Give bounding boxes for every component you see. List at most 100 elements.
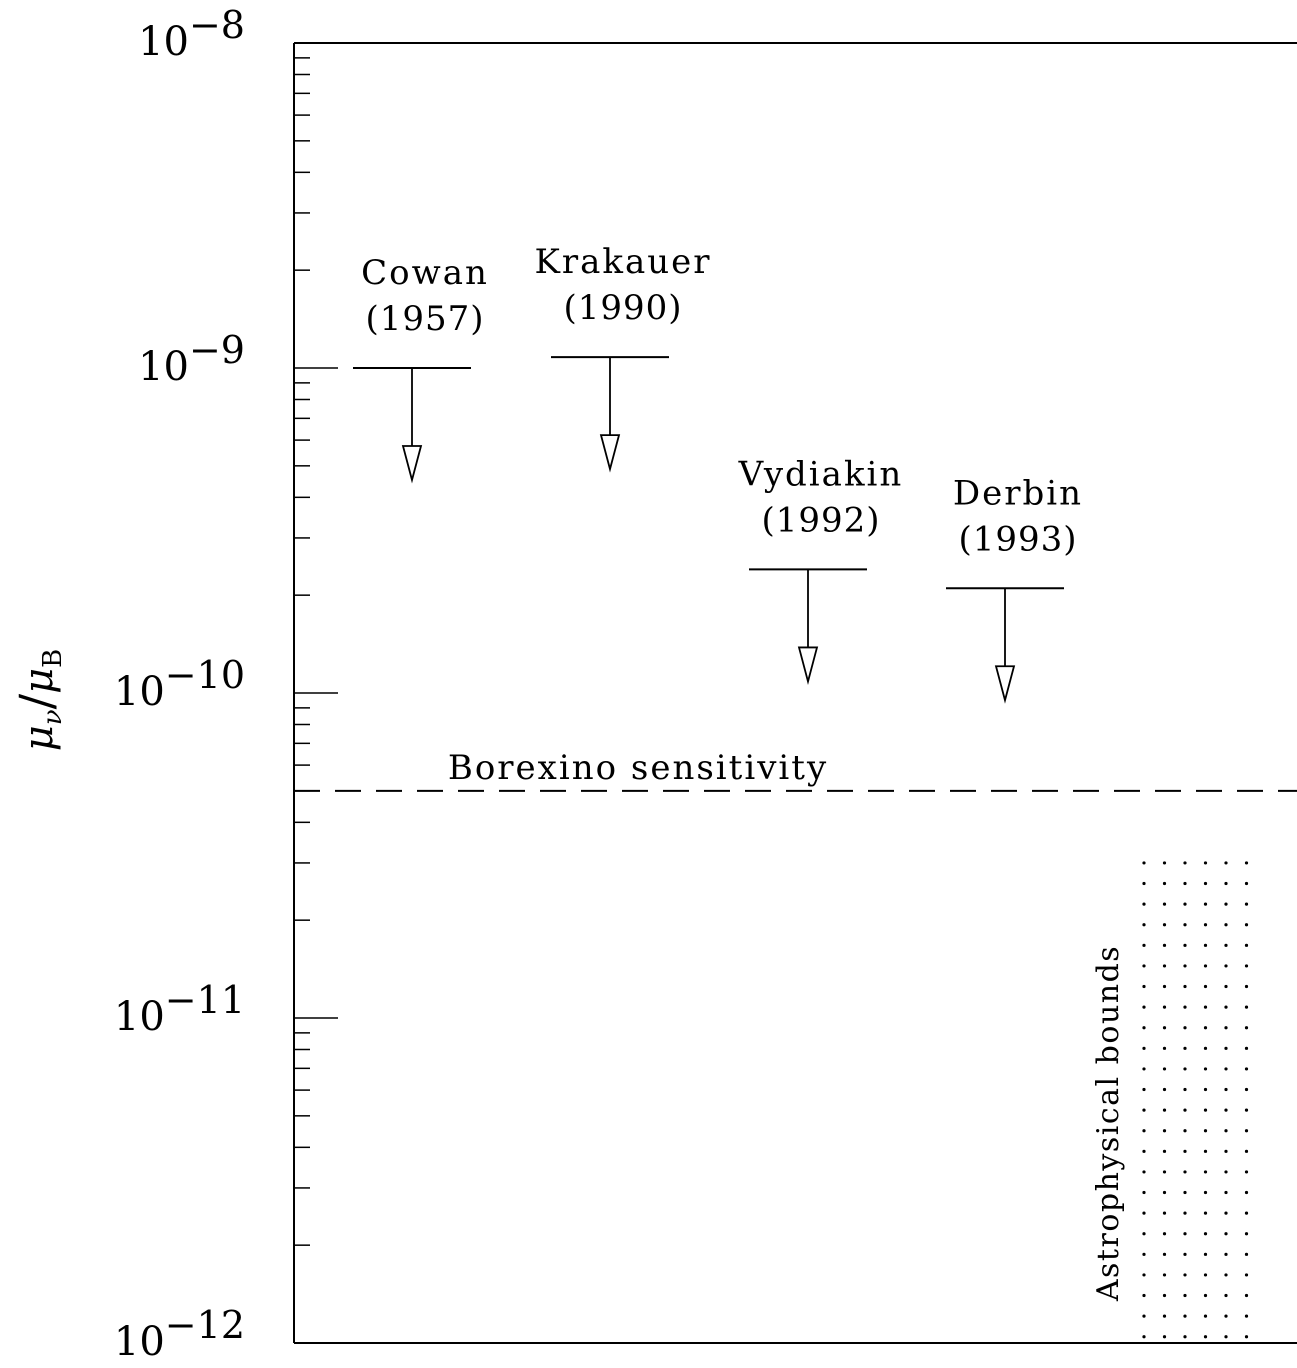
region-dot (1162, 902, 1167, 906)
region-dot (1224, 861, 1228, 865)
shaded-regions-group: Astrophysical bounds (1091, 861, 1249, 1339)
region-dot (1183, 1211, 1187, 1215)
region-dot (1162, 1170, 1167, 1174)
region-dot (1162, 1149, 1167, 1153)
reference-lines-group: Borexino sensitivity (294, 748, 1297, 792)
region-dot (1183, 1293, 1187, 1298)
region-dot (1142, 1067, 1146, 1071)
region-dot (1244, 1232, 1249, 1236)
region-dot (1142, 984, 1146, 989)
region-dot (1183, 943, 1187, 947)
region-dot (1203, 902, 1208, 906)
region-dot (1203, 1293, 1208, 1298)
region-dot (1224, 1190, 1228, 1195)
region-dot (1203, 1087, 1208, 1092)
region-dot (1224, 902, 1228, 906)
region-dot (1142, 1190, 1146, 1195)
upper-limit-name: Cowan (361, 253, 489, 293)
reference-line-label: Borexino sensitivity (448, 748, 828, 788)
region-dot (1183, 1170, 1187, 1174)
y-tick-labels-group: 10−8 10−9 10−10 10−11 10−12 (114, 3, 245, 1365)
region-dot (1244, 1026, 1249, 1030)
region-dot (1183, 861, 1187, 865)
region-dot (1162, 1108, 1167, 1112)
region-dot (1203, 1314, 1208, 1318)
region-dot (1224, 943, 1228, 947)
region-dot (1224, 881, 1228, 886)
region-label: Astrophysical bounds (1091, 945, 1126, 1302)
region-dot (1162, 1335, 1167, 1339)
region-dot (1224, 1005, 1228, 1009)
region-dot (1203, 1026, 1208, 1030)
region-dot (1142, 1046, 1146, 1050)
region-dot (1162, 964, 1167, 968)
region-dot (1203, 1335, 1208, 1339)
region-dot (1162, 1252, 1167, 1256)
region-dot (1203, 1046, 1208, 1050)
region-dot (1183, 984, 1187, 989)
upper-limit-year: (1993) (958, 519, 1077, 559)
region-dot (1203, 1252, 1208, 1256)
region-dot (1162, 1190, 1167, 1195)
y-tick-label: 10−12 (114, 1303, 245, 1365)
region-dot (1142, 902, 1146, 906)
region-dot (1162, 1211, 1167, 1215)
region-dot (1224, 1273, 1228, 1277)
region-dot (1142, 964, 1146, 968)
region-dot (1203, 881, 1208, 886)
region-dot (1183, 902, 1187, 906)
upper-limit-year: (1990) (563, 288, 682, 328)
region-dot (1224, 1314, 1228, 1318)
region-dot (1244, 1108, 1249, 1112)
region-dot (1244, 902, 1249, 906)
y-ticks-group (294, 42, 338, 1344)
region-dot (1162, 943, 1167, 947)
region-dot (1203, 1067, 1208, 1071)
region-dot (1244, 1190, 1249, 1195)
region-dot (1224, 1026, 1228, 1030)
region-dot (1142, 1129, 1146, 1133)
region-dot (1162, 861, 1167, 865)
region-dot (1203, 943, 1208, 947)
upper-limit-name: Derbin (953, 473, 1083, 513)
region-dot (1142, 1273, 1146, 1277)
region-dot (1203, 1005, 1208, 1009)
region-dot (1203, 1211, 1208, 1215)
region-dot (1244, 1211, 1249, 1215)
upper-limit-arrow-head (994, 665, 1016, 704)
region-dot (1142, 1211, 1146, 1215)
region-dot (1203, 1149, 1208, 1153)
upper-limits-group: Cowan (1957) Krakauer (1990) Vydiakin (1992) D… (353, 242, 1083, 704)
region-dot (1224, 964, 1228, 968)
region-dot (1224, 1129, 1228, 1133)
region-dot (1162, 1067, 1167, 1071)
y-axis-label: μν/μB (9, 649, 68, 751)
region-dot (1162, 1087, 1167, 1092)
upper-limit-name: Krakauer (534, 242, 711, 282)
region-dot (1203, 1170, 1208, 1174)
region-dot (1203, 1108, 1208, 1112)
region-dot (1162, 1314, 1167, 1318)
upper-limit-arrow-head (599, 434, 621, 473)
region-dot (1142, 923, 1146, 927)
region-dot (1224, 1108, 1228, 1112)
region-dot (1224, 1211, 1228, 1215)
region-dot (1244, 1252, 1249, 1256)
region-dot (1142, 1335, 1146, 1339)
upper-limit-year: (1957) (365, 299, 484, 339)
region-dot (1203, 1273, 1208, 1277)
region-dot (1203, 1190, 1208, 1195)
region-dot (1162, 984, 1167, 989)
region-dot (1203, 923, 1208, 927)
region-dot (1142, 943, 1146, 947)
region-dot (1244, 1046, 1249, 1050)
region-dot (1224, 1170, 1228, 1174)
region-dot (1162, 1046, 1167, 1050)
region-dot (1244, 1067, 1249, 1071)
upper-limit-arrow-head (401, 445, 423, 484)
region-dot (1203, 964, 1208, 968)
region-dot (1244, 1273, 1249, 1277)
y-tick-label: 10−11 (114, 978, 245, 1040)
region-dot (1244, 984, 1249, 989)
